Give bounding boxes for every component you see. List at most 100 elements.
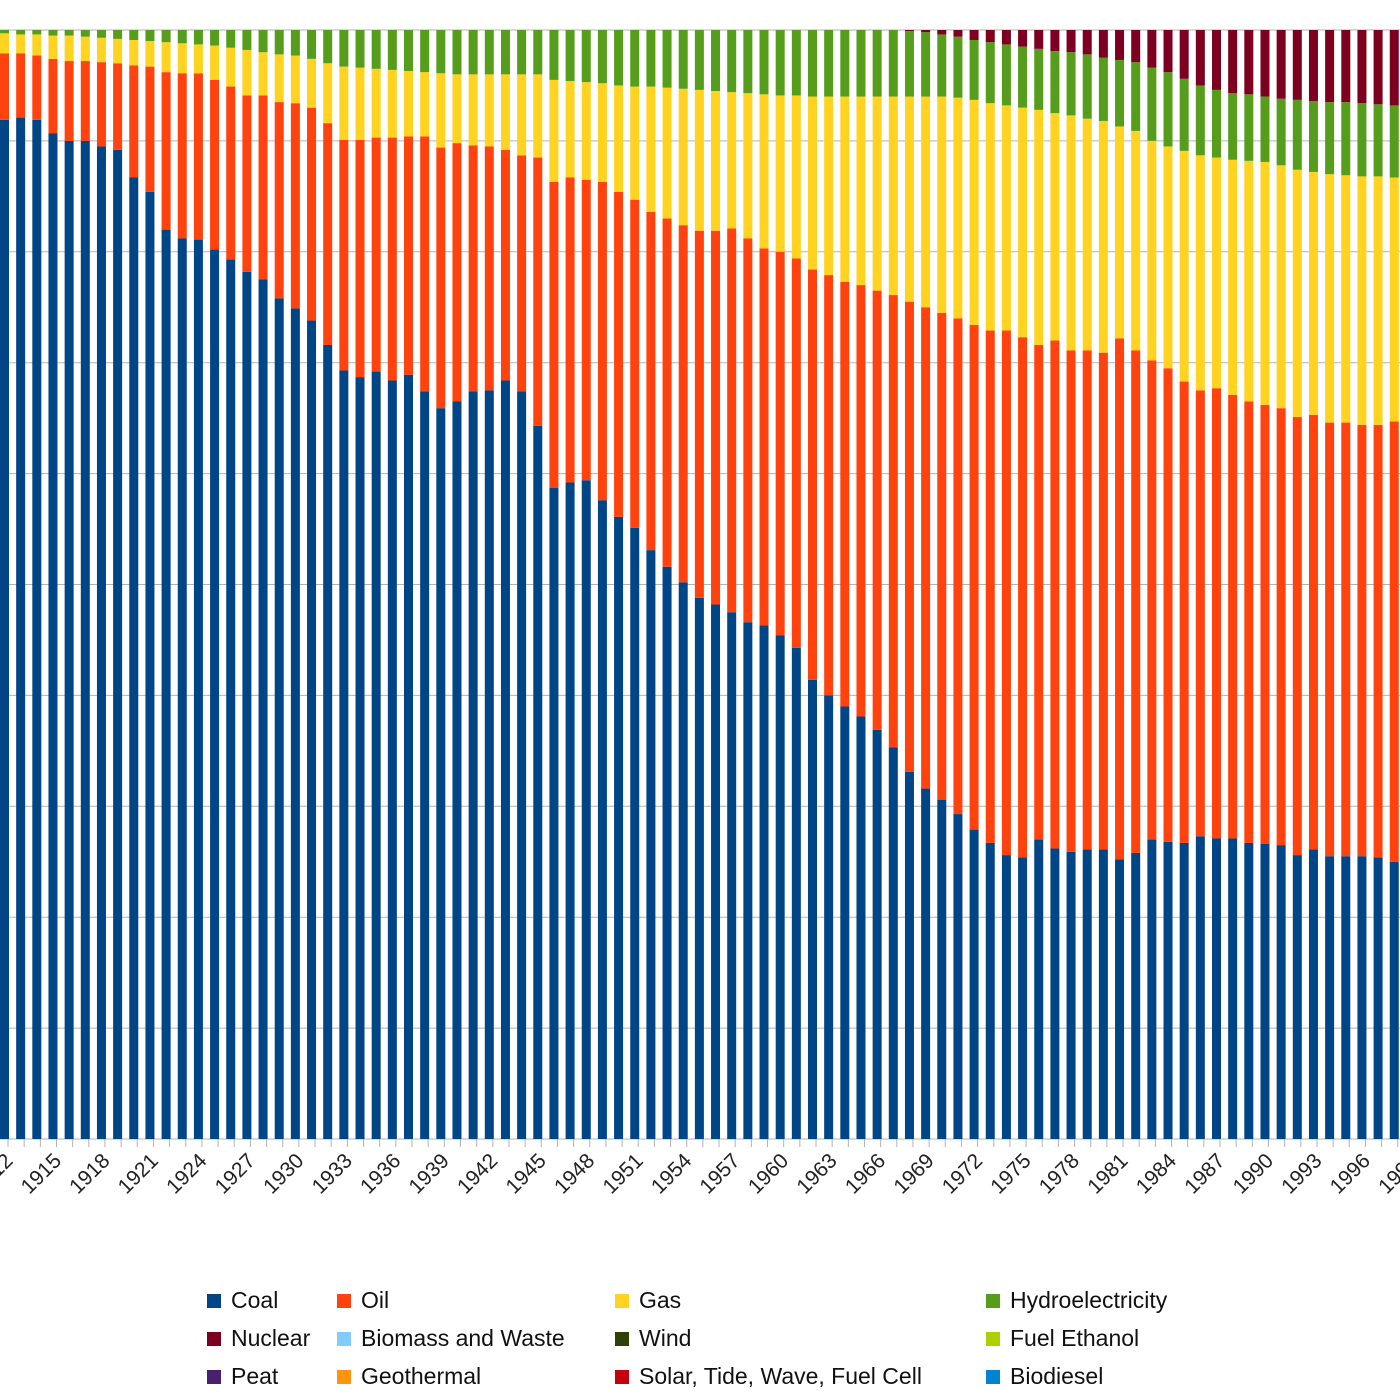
bar-oil-1930	[290, 103, 300, 309]
bar-oil-1937	[404, 136, 413, 375]
bar-oil-1998	[1389, 421, 1399, 862]
bar-gas-1937	[404, 71, 413, 137]
bar-hydroelectricity-1944	[517, 30, 527, 75]
bar-coal-1927	[242, 271, 252, 1140]
bar-oil-1947	[565, 177, 575, 483]
bar-oil-1991	[1276, 408, 1286, 846]
bar-oil-1955	[694, 230, 704, 598]
bar-coal-1929	[274, 298, 284, 1139]
bar-hydroelectricity-1970	[937, 34, 947, 97]
bar-oil-1988	[1228, 394, 1238, 839]
bar-gas-1970	[937, 96, 947, 313]
bar-gas-1919	[113, 38, 123, 64]
bar-hydroelectricity-1965	[856, 30, 866, 97]
bar-nuclear-1990	[1260, 30, 1270, 97]
bar-gas-1920	[129, 39, 139, 66]
bar-coal-1958	[743, 622, 753, 1139]
bar-coal-1932	[323, 344, 333, 1139]
bar-coal-1930	[290, 308, 300, 1139]
bar-gas-1922	[161, 42, 171, 73]
bar-hydroelectricity-1928	[258, 30, 268, 53]
bar-hydroelectricity-1925	[210, 30, 220, 46]
bar-hydroelectricity-1951	[630, 30, 640, 87]
bar-hydroelectricity-1921	[145, 30, 155, 42]
bar-coal-1965	[856, 716, 866, 1139]
bar-hydroelectricity-1983	[1147, 67, 1157, 141]
bar-oil-1952	[646, 211, 656, 551]
bar-gas-1963	[824, 96, 834, 276]
bar-gas-1972	[969, 99, 979, 325]
x-tick-label: 1987	[1180, 1149, 1229, 1198]
bar-coal-1934	[355, 377, 365, 1139]
bar-hydroelectricity-1966	[872, 30, 882, 97]
bar-hydroelectricity-1945	[533, 30, 543, 75]
bar-nuclear-1984	[1163, 30, 1173, 73]
bar-coal-1981	[1115, 859, 1125, 1139]
bar-hydroelectricity-1992	[1292, 99, 1302, 170]
bar-gas-1942	[484, 74, 494, 147]
bar-hydroelectricity-1984	[1163, 72, 1173, 147]
bar-oil-1968	[904, 301, 914, 772]
bar-coal-1938	[420, 391, 430, 1139]
bar-oil-1920	[129, 65, 139, 178]
bar-coal-1918	[96, 146, 106, 1139]
bar-coal-1956	[711, 604, 721, 1139]
bar-gas-1974	[1001, 105, 1011, 331]
bar-oil-1959	[759, 248, 769, 626]
x-tick-label: 1951	[598, 1149, 647, 1198]
bar-gas-1979	[1082, 118, 1092, 351]
bar-coal-1966	[872, 729, 882, 1139]
bar-oil-1916	[64, 61, 74, 141]
bar-hydroelectricity-1932	[323, 30, 333, 64]
bar-gas-1990	[1260, 161, 1270, 405]
x-tick-label: 1966	[841, 1149, 890, 1198]
bar-gas-1912	[0, 33, 9, 54]
bar-coal-1975	[1018, 857, 1028, 1139]
bar-coal-1950	[614, 516, 624, 1139]
bar-coal-1922	[161, 229, 171, 1139]
bar-nuclear-1980	[1098, 30, 1108, 58]
x-tick-label: 1933	[308, 1149, 357, 1198]
bar-hydroelectricity-1969	[921, 32, 931, 97]
bar-gas-1982	[1131, 130, 1141, 351]
bar-gas-1976	[1034, 109, 1044, 345]
bar-hydroelectricity-1982	[1131, 62, 1141, 131]
bar-oil-1941	[468, 145, 478, 392]
bar-gas-1927	[242, 49, 252, 96]
bar-oil-1934	[355, 139, 365, 378]
bar-coal-1917	[80, 140, 90, 1139]
bar-hydroelectricity-1993	[1308, 100, 1318, 172]
bar-hydroelectricity-1987	[1212, 89, 1221, 158]
x-tick-label: 1957	[695, 1149, 744, 1198]
bar-coal-1939	[436, 408, 446, 1139]
bar-oil-1977	[1050, 340, 1060, 849]
bar-oil-1925	[210, 79, 220, 250]
bar-gas-1984	[1163, 146, 1173, 369]
bar-oil-1922	[161, 72, 171, 230]
bar-gas-1947	[565, 81, 575, 178]
bar-hydroelectricity-1939	[436, 30, 446, 74]
bar-oil-1948	[581, 179, 591, 481]
bar-gas-1996	[1357, 176, 1367, 425]
bar-hydroelectricity-1959	[759, 30, 769, 95]
bar-hydroelectricity-1985	[1179, 78, 1189, 151]
bar-coal-1990	[1260, 844, 1270, 1139]
bar-coal-1992	[1292, 855, 1302, 1139]
bar-gas-1917	[80, 36, 90, 62]
bar-hydroelectricity-1997	[1373, 104, 1383, 177]
bar-hydroelectricity-1990	[1260, 96, 1270, 162]
bar-hydroelectricity-1935	[371, 30, 381, 69]
bar-oil-1979	[1082, 350, 1092, 850]
bar-hydroelectricity-1980	[1098, 57, 1108, 121]
bar-gas-1915	[48, 35, 58, 59]
bar-oil-1972	[969, 324, 979, 830]
bar-coal-1964	[840, 706, 850, 1139]
bar-hydroelectricity-1938	[420, 30, 430, 73]
bar-coal-1949	[597, 500, 607, 1139]
bar-hydroelectricity-1960	[775, 30, 785, 96]
bar-oil-1932	[323, 123, 333, 345]
x-axis: 1912 1915 1918 1921 1924 1927 1930 1933 1936 1939…	[0, 1139, 1400, 1199]
bar-hydroelectricity-1991	[1276, 98, 1286, 166]
x-tick-label: 1918	[65, 1149, 114, 1198]
bar-gas-1953	[662, 87, 672, 219]
